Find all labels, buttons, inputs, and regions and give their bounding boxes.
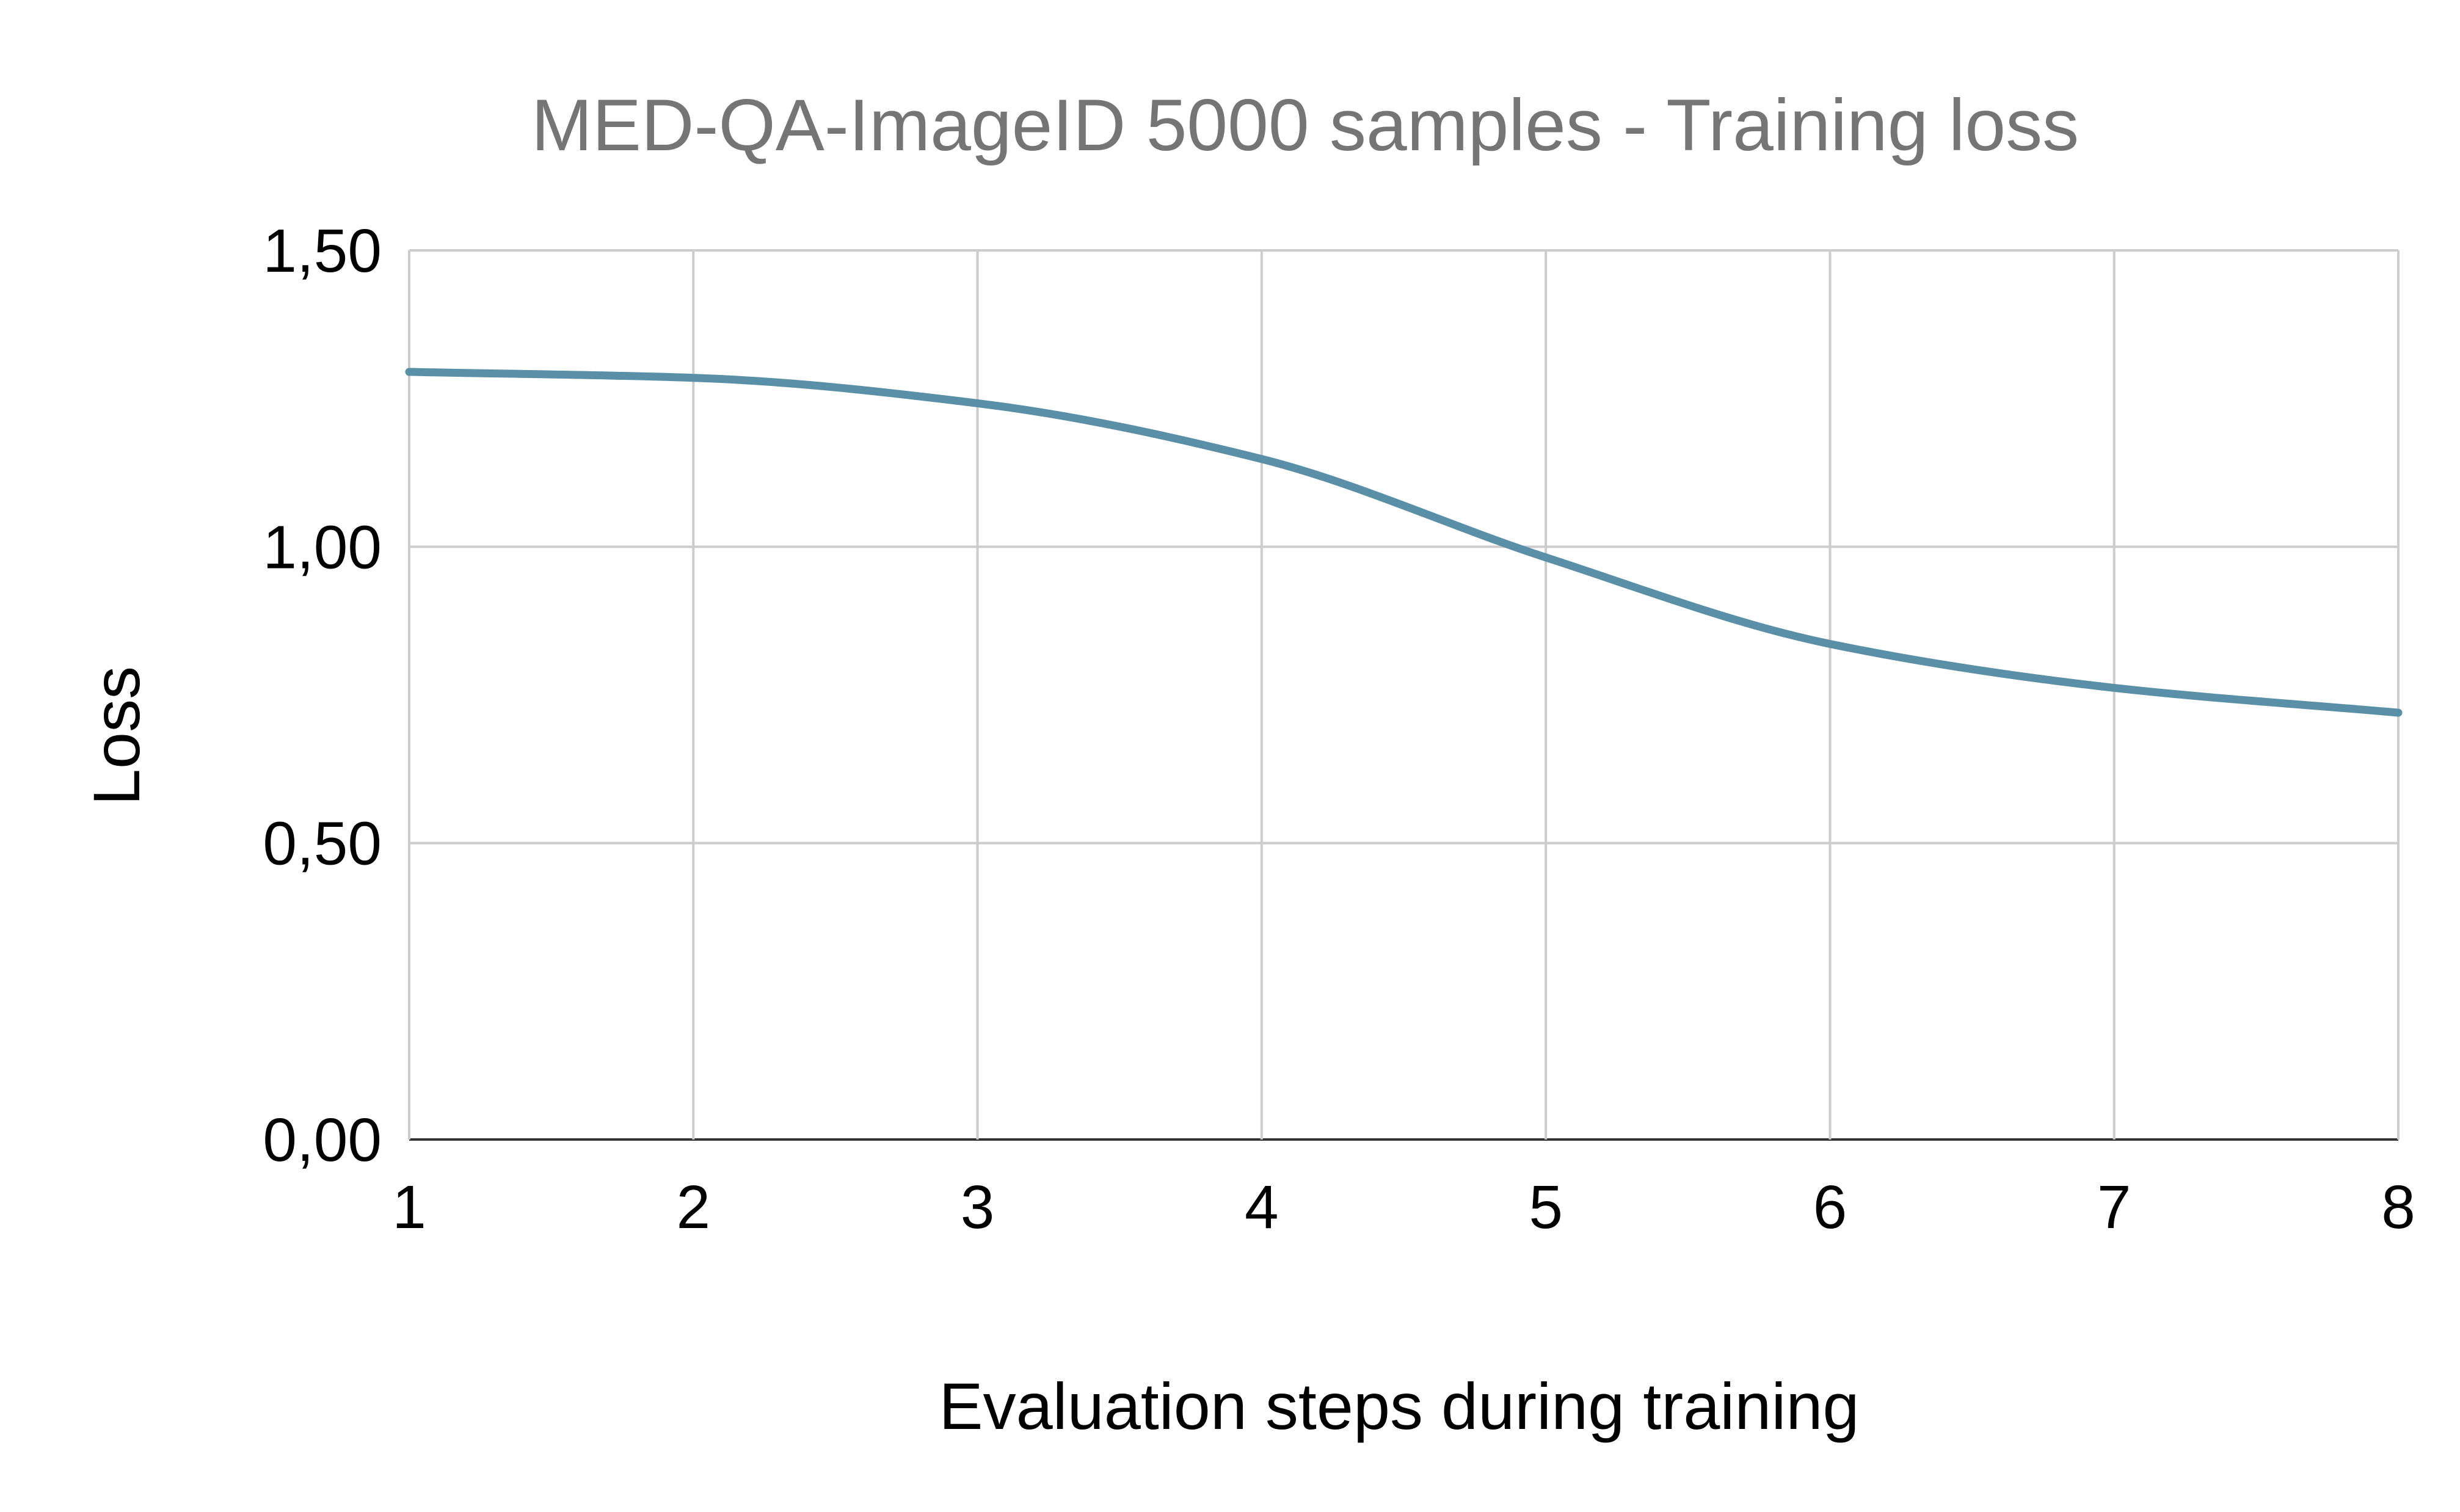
y-axis-ticks: 0,00 0,50 1,00 1,50 bbox=[263, 217, 382, 1174]
x-tick-label: 5 bbox=[1529, 1173, 1563, 1241]
grid bbox=[408, 249, 2400, 1141]
x-tick-label: 2 bbox=[676, 1173, 710, 1241]
x-tick-label: 4 bbox=[1245, 1173, 1279, 1241]
y-tick-label: 1,00 bbox=[263, 513, 382, 581]
x-tick-label: 7 bbox=[2097, 1173, 2131, 1241]
chart-title: MED-QA-ImageID 5000 samples - Training l… bbox=[531, 84, 2079, 166]
y-tick-label: 0,50 bbox=[263, 810, 382, 878]
x-tick-label: 1 bbox=[392, 1173, 426, 1241]
x-tick-label: 6 bbox=[1813, 1173, 1847, 1241]
y-tick-label: 0,00 bbox=[263, 1106, 382, 1174]
x-axis-title: Evaluation steps during training bbox=[939, 1369, 1860, 1443]
x-tick-label: 8 bbox=[2381, 1173, 2415, 1241]
series-group bbox=[405, 368, 2403, 717]
y-tick-label: 1,50 bbox=[263, 217, 382, 285]
series-line-loss bbox=[405, 368, 2403, 717]
x-tick-label: 3 bbox=[961, 1173, 995, 1241]
y-axis-title: Loss bbox=[79, 666, 153, 805]
x-axis-ticks: 1 2 3 4 5 6 7 8 bbox=[392, 1173, 2415, 1241]
